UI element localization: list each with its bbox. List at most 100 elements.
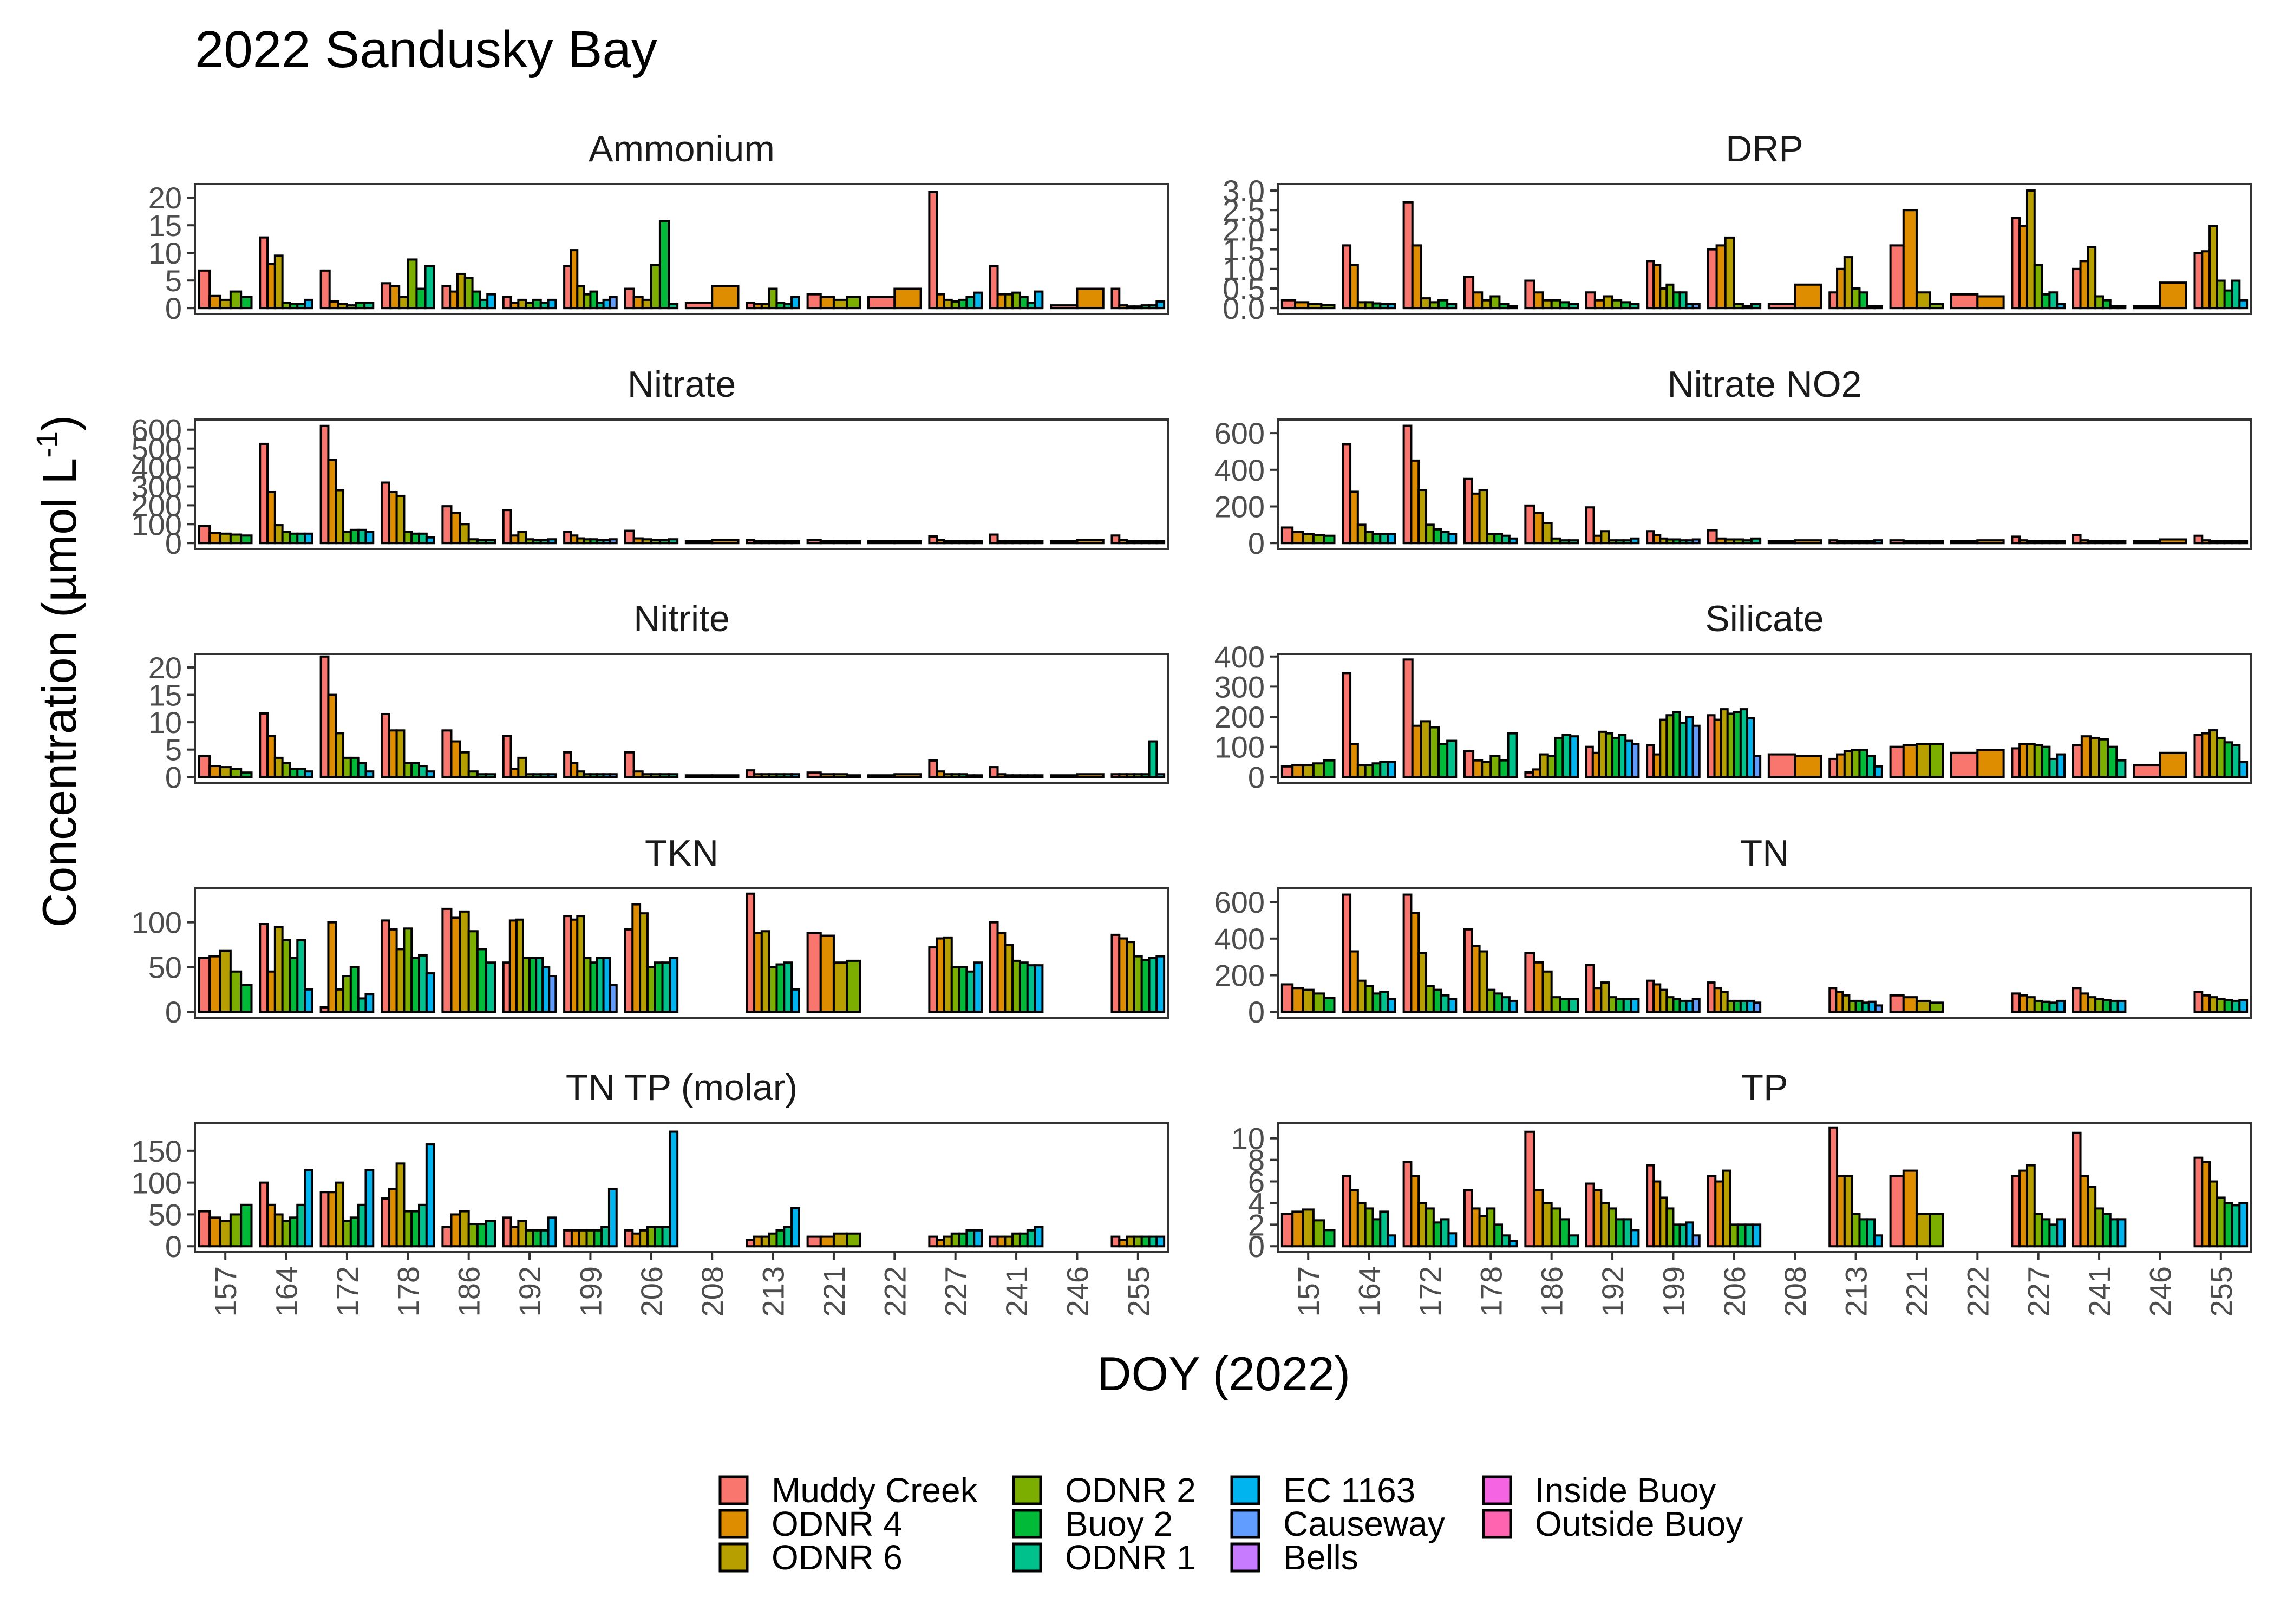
bar-tn-178-ec-1163 xyxy=(1508,999,1518,1013)
y-tick-label-silicate: 300 xyxy=(1214,670,1265,704)
bar-nitrate-178-odnr-2 xyxy=(403,531,413,545)
bar-tp-164-odnr-4 xyxy=(1349,1189,1359,1248)
bar-nitrate-no2-164-buoy-2 xyxy=(1371,533,1382,545)
bar-ammonium-199-buoy-2 xyxy=(589,290,598,310)
bar-nitrite-213-odnr-2 xyxy=(768,773,778,778)
x-axis-title: DOY (2022) xyxy=(1097,1347,1350,1400)
bar-tn-241-buoy-2 xyxy=(2101,999,2112,1013)
bar-nitrate-157-muddy-creek xyxy=(198,525,211,545)
bar-drp-206-odnr-1 xyxy=(1750,303,1762,310)
bar-tkn-164-ec-1163 xyxy=(304,988,313,1013)
bar-tn-tp-molar-213-odnr-1 xyxy=(783,1226,793,1248)
bar-nitrate-172-ec-1163 xyxy=(364,531,375,545)
bar-tkn-199-causeway xyxy=(609,984,618,1013)
bar-tp-227-odnr-1 xyxy=(2048,1223,2059,1248)
bar-tkn-255-odnr-1 xyxy=(1148,957,1158,1013)
bar-nitrite-241-ec-1163 xyxy=(1034,774,1044,778)
legend-swatch-buoy-2 xyxy=(1012,1509,1042,1539)
x-tick-label-tn-tp-molar-222: 222 xyxy=(878,1266,912,1317)
bar-ammonium-164-odnr-6 xyxy=(273,254,284,310)
bar-nitrite-178-muddy-creek xyxy=(380,712,390,778)
bar-nitrate-no2-227-odnr-1 xyxy=(2048,540,2059,545)
bar-drp-227-odnr-6 xyxy=(2025,189,2036,310)
bar-tn-tp-molar-178-odnr-6 xyxy=(395,1162,406,1248)
bar-tn-tp-molar-186-odnr-1 xyxy=(485,1220,496,1248)
bar-tp-192-ec-1163 xyxy=(1630,1229,1640,1248)
bar-nitrate-206-odnr-4 xyxy=(632,537,644,545)
legend-label-odnr-4: ODNR 4 xyxy=(772,1504,903,1543)
bar-tn-tp-molar-186-buoy-2 xyxy=(476,1223,487,1248)
bar-drp-213-muddy-creek xyxy=(1828,291,1839,310)
bar-nitrate-221-odnr-2 xyxy=(846,540,861,545)
bar-nitrate-186-muddy-creek xyxy=(441,505,453,545)
bar-drp-164-odnr-2 xyxy=(1364,301,1374,310)
bar-tn-192-odnr-2 xyxy=(1608,996,1617,1013)
bar-tn-tp-molar-241-odnr-6 xyxy=(1004,1235,1014,1248)
bar-ammonium-206-odnr-2 xyxy=(650,264,661,310)
bar-nitrate-no2-222-muddy-creek xyxy=(1950,540,1979,545)
bar-ammonium-186-ec-1163 xyxy=(486,293,496,310)
bar-drp-255-odnr-4 xyxy=(2201,250,2211,310)
bar-nitrate-no2-227-odnr-2 xyxy=(2033,540,2043,545)
bar-nitrate-no2-164-odnr-4 xyxy=(1349,490,1359,545)
bar-ammonium-192-odnr-2 xyxy=(525,302,534,310)
bar-tn-tp-molar-213-ec-1163 xyxy=(790,1207,800,1248)
bar-tkn-221-odnr-6 xyxy=(832,961,848,1013)
bar-tkn-178-muddy-creek xyxy=(380,919,390,1013)
bar-nitrite-164-odnr-4 xyxy=(266,735,276,778)
bar-nitrate-no2-157-muddy-creek xyxy=(1280,526,1294,545)
bars-tp xyxy=(1280,1126,2249,1248)
bar-silicate-178-odnr-4 xyxy=(1472,759,1484,778)
bar-tkn-241-buoy-2 xyxy=(1018,961,1029,1013)
y-tick-label-drp: 1.0 xyxy=(1223,252,1265,286)
bar-silicate-241-muddy-creek xyxy=(2072,744,2083,778)
bar-ammonium-222-muddy-creek xyxy=(867,296,896,310)
bar-nitrite-172-buoy-2 xyxy=(349,756,360,778)
y-tick-label-tp: 8 xyxy=(1248,1143,1265,1177)
bar-drp-178-odnr-6 xyxy=(1481,299,1492,310)
bar-ammonium-221-odnr-6 xyxy=(832,298,848,310)
x-ticks-tn-tp-molar: 157 164 172 178 186 192 199 206 208 213 221 222 227 2… xyxy=(208,1252,1155,1317)
bar-nitrate-no2-227-ec-1163 xyxy=(2056,540,2066,545)
bar-nitrite-157-buoy-2 xyxy=(240,771,253,778)
x-tick-label-tp-192: 192 xyxy=(1596,1266,1630,1317)
bar-tn-tp-molar-192-muddy-creek xyxy=(502,1216,512,1248)
bar-tn-tp-molar-213-odnr-2 xyxy=(768,1232,778,1248)
bar-tn-255-odnr-6 xyxy=(2208,996,2218,1013)
bar-silicate-227-odnr-4 xyxy=(2018,743,2028,778)
bar-tn-164-ec-1163 xyxy=(1387,998,1396,1013)
bar-ammonium-213-odnr-6 xyxy=(760,303,770,310)
bar-silicate-246-muddy-creek xyxy=(2133,764,2161,778)
bar-tn-tp-molar-221-odnr-6 xyxy=(832,1232,848,1248)
bar-tp-186-odnr-4 xyxy=(1533,1189,1544,1248)
bar-nitrate-no2-164-odnr-6 xyxy=(1356,523,1367,545)
bar-tp-255-buoy-2 xyxy=(2223,1202,2233,1248)
x-tick-label-tp-199: 199 xyxy=(1656,1266,1690,1317)
bar-silicate-206-causeway xyxy=(1753,755,1762,778)
bar-tp-172-odnr-6 xyxy=(1417,1202,1428,1248)
bar-ammonium-172-muddy-creek xyxy=(319,269,331,310)
bar-nitrate-227-odnr-4 xyxy=(936,539,945,545)
bar-tn-tp-molar-241-muddy-creek xyxy=(989,1235,999,1248)
bar-nitrate-no2-192-odnr-4 xyxy=(1592,534,1603,545)
bar-tn-tp-molar-172-odnr-4 xyxy=(327,1191,337,1248)
bar-nitrite-227-odnr-1 xyxy=(965,774,976,778)
bar-nitrate-192-odnr-1 xyxy=(539,539,550,545)
bar-silicate-213-odnr-4 xyxy=(1836,753,1846,778)
x-tick-label-tn-tp-molar-192: 192 xyxy=(513,1266,547,1317)
bar-ammonium-255-muddy-creek xyxy=(1110,287,1121,310)
y-tick-label-tn: 400 xyxy=(1214,922,1265,956)
bar-tn-tp-molar-255-buoy-2 xyxy=(1140,1235,1151,1248)
bar-tp-255-odnr-6 xyxy=(2208,1180,2218,1248)
y-tick-label-drp: 0.0 xyxy=(1223,291,1265,325)
bar-tkn-186-odnr-6 xyxy=(459,910,470,1013)
bar-nitrate-192-ec-1163 xyxy=(547,538,557,545)
bar-tkn-164-odnr-1 xyxy=(296,939,306,1013)
bar-tn-tp-molar-241-odnr-2 xyxy=(1011,1232,1021,1248)
bar-nitrate-227-muddy-creek xyxy=(928,535,938,545)
bar-tkn-192-causeway xyxy=(548,975,557,1013)
bar-drp-241-muddy-creek xyxy=(2072,267,2082,310)
bar-silicate-227-ec-1163 xyxy=(2056,753,2066,778)
